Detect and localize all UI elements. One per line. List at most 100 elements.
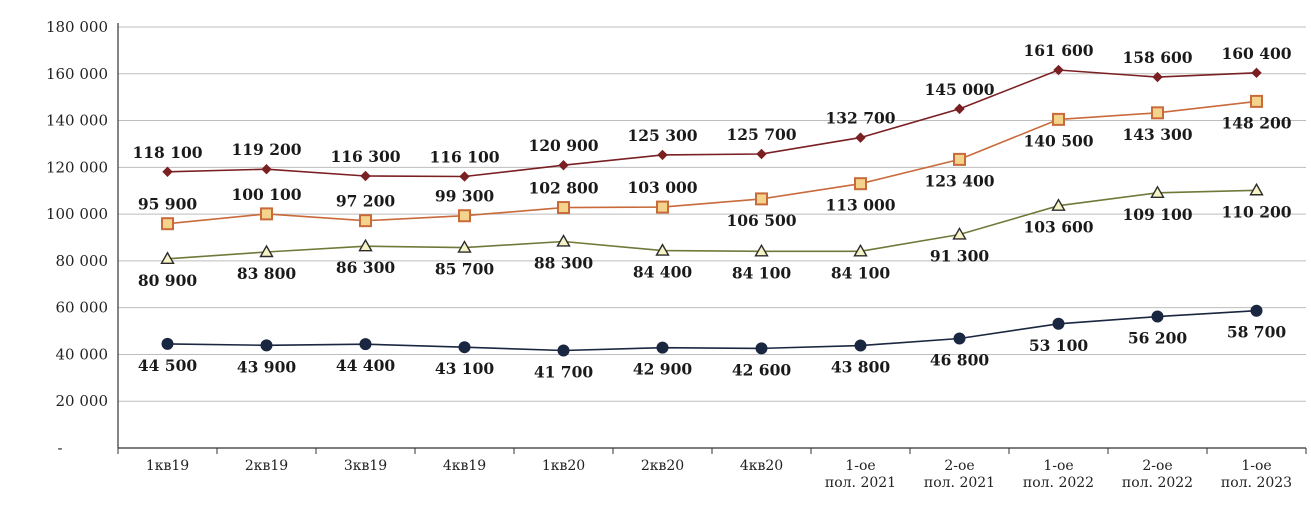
data-point (1250, 304, 1263, 317)
data-label: 102 800 (528, 179, 598, 198)
data-label: 53 100 (1029, 336, 1089, 355)
data-label: 99 300 (435, 187, 495, 206)
data-point (161, 337, 174, 350)
data-point (1152, 71, 1163, 83)
x-tick-label: 2кв20 (641, 458, 684, 474)
x-tick-label: 2-ое (1142, 458, 1172, 474)
data-label: 143 300 (1122, 125, 1192, 144)
data-point (952, 227, 967, 240)
data-point (458, 209, 471, 223)
y-tick-label: 160 000 (46, 65, 108, 83)
data-point (162, 166, 173, 177)
data-label: 106 500 (726, 211, 796, 230)
data-point (557, 344, 570, 357)
data-label: 44 400 (336, 356, 396, 375)
data-point (953, 152, 966, 166)
data-label: 43 100 (435, 359, 495, 378)
data-label: 118 100 (132, 143, 202, 162)
x-tick-label: пол. 2022 (1023, 475, 1094, 491)
data-point (1052, 317, 1065, 330)
series-line (167, 309, 1257, 352)
data-label: 119 200 (231, 140, 301, 159)
y-tick-label: 120 000 (46, 158, 108, 176)
data-label: 140 500 (1023, 131, 1093, 150)
data-label: 43 800 (831, 358, 891, 377)
data-point (853, 243, 868, 257)
data-point (1150, 185, 1165, 199)
x-tick-label: 4кв20 (740, 458, 783, 474)
data-point (1251, 67, 1262, 79)
x-tick-label: 1кв19 (146, 458, 189, 474)
data-point (458, 341, 471, 354)
data-label: 132 700 (825, 109, 895, 128)
x-tick-label: 4кв19 (443, 458, 486, 474)
data-label: 42 600 (732, 360, 792, 379)
data-label: 84 100 (831, 263, 891, 282)
y-tick-label: 80 000 (56, 252, 109, 270)
data-point (1051, 198, 1066, 211)
y-tick-label: 180 000 (46, 18, 108, 36)
data-point (655, 243, 670, 256)
data-label: 116 100 (429, 147, 499, 166)
data-label: 43 900 (237, 357, 297, 376)
data-label: 42 900 (633, 360, 693, 379)
x-tick-label: 1-ое (1241, 458, 1271, 474)
series-layer (160, 64, 1264, 357)
data-point (656, 341, 669, 354)
x-tick-label: 2-ое (944, 458, 974, 474)
data-label: 84 400 (633, 263, 693, 282)
data-label: 145 000 (924, 80, 994, 99)
data-point (1151, 106, 1164, 120)
data-label: 110 200 (1221, 202, 1291, 221)
data-label: 160 400 (1221, 44, 1291, 63)
x-tick-label: 2кв19 (245, 458, 288, 474)
data-point (557, 201, 570, 215)
y-tick-label: 140 000 (46, 112, 108, 130)
data-point (1151, 310, 1164, 323)
data-point (359, 338, 372, 351)
series-line (167, 69, 1257, 178)
data-label: 100 100 (231, 185, 301, 204)
data-label: 83 800 (237, 264, 297, 283)
x-tick-label: 1-ое (845, 458, 875, 474)
data-label: 58 700 (1227, 323, 1287, 342)
data-label: 41 700 (534, 362, 594, 381)
data-label: 161 600 (1023, 41, 1093, 60)
data-label: 103 000 (627, 178, 697, 197)
y-tick-label: 100 000 (46, 205, 108, 223)
data-label: 91 300 (930, 246, 990, 265)
data-label: 56 200 (1128, 329, 1188, 348)
data-point (953, 332, 966, 345)
x-tick-label: 1-ое (1043, 458, 1073, 474)
axis-layer: - 20 000 40 000 60 000 80 000 100 000 120 000 1… (46, 18, 1307, 491)
data-point (954, 103, 965, 115)
y-tick-label: - (57, 439, 62, 457)
data-label: 116 300 (330, 147, 400, 166)
data-point (260, 339, 273, 352)
data-label: 125 700 (726, 125, 796, 144)
data-label: 123 400 (924, 171, 994, 190)
data-point (259, 244, 274, 258)
data-point (161, 217, 174, 231)
data-label: 158 600 (1122, 48, 1192, 67)
data-point (160, 251, 175, 264)
y-tick-label: 20 000 (56, 392, 109, 410)
x-tick-label: пол. 2021 (825, 475, 896, 491)
data-point (656, 200, 669, 214)
data-label: 46 800 (930, 351, 990, 370)
data-point (261, 163, 272, 175)
data-label: 84 100 (732, 263, 792, 282)
data-label: 120 900 (528, 136, 598, 155)
x-tick-label: 1кв20 (542, 458, 585, 474)
data-label: 80 900 (138, 271, 198, 290)
data-point (854, 339, 867, 352)
x-tick-label: пол. 2022 (1122, 475, 1193, 491)
data-label: 86 300 (336, 258, 396, 277)
data-point (1052, 112, 1065, 126)
data-point (755, 192, 768, 206)
data-point (1250, 94, 1263, 108)
y-tick-label: 60 000 (56, 299, 109, 317)
data-point (359, 214, 372, 228)
